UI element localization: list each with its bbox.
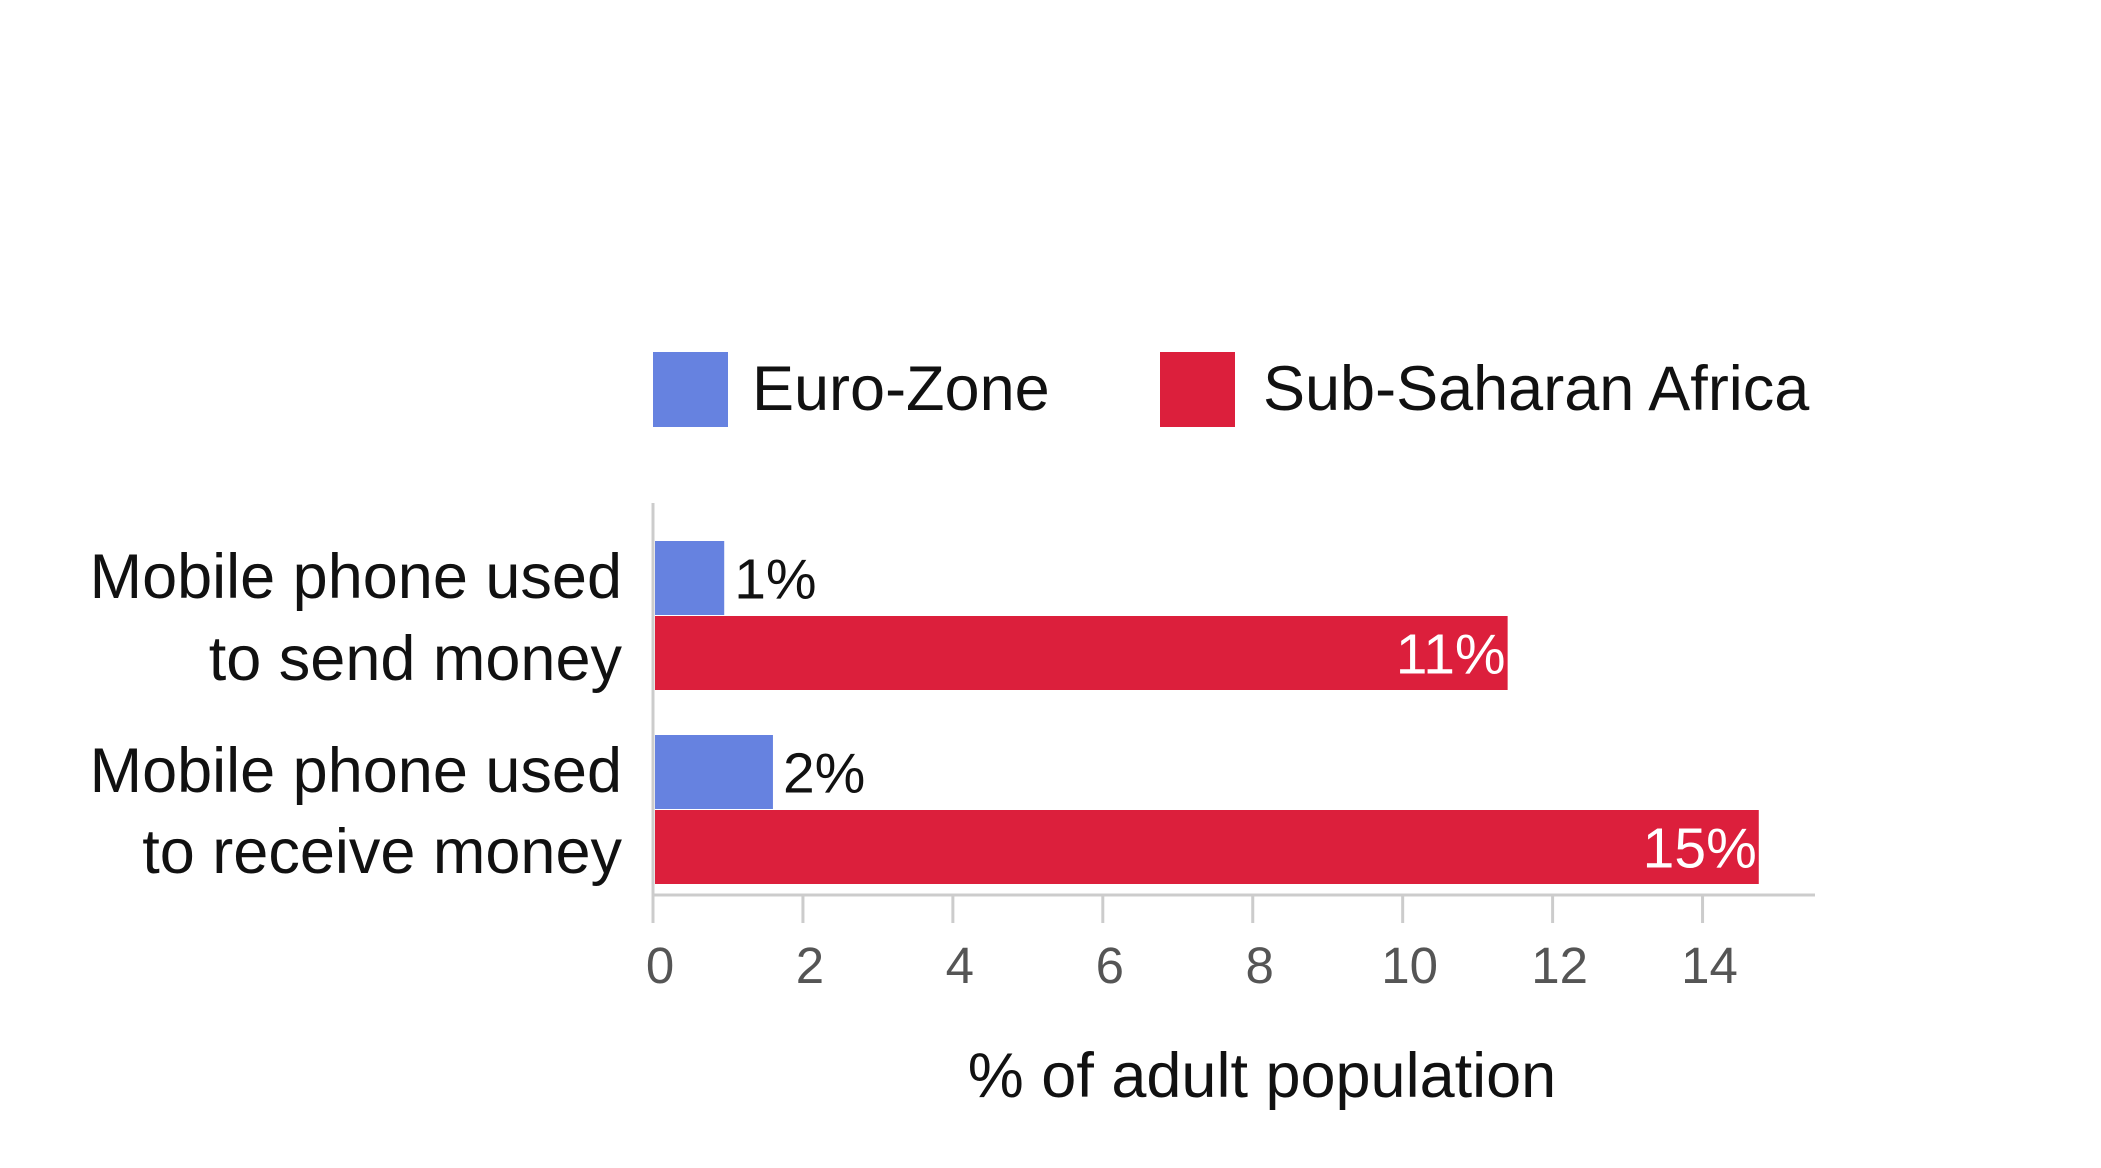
category-label-1-line-0: Mobile phone used — [90, 736, 622, 806]
x-tick-label-6: 12 — [1531, 937, 1588, 994]
x-tick-label-0: 0 — [646, 937, 674, 994]
x-tick-label-2: 4 — [946, 937, 974, 994]
legend-label-1: Sub-Saharan Africa — [1263, 354, 1810, 424]
category-label-0-line-1: to send money — [209, 624, 623, 694]
bar-s1-c1 — [655, 810, 1759, 884]
x-tick-label-5: 10 — [1381, 937, 1438, 994]
data-label-s0-c0: 1% — [734, 548, 816, 612]
data-label-s1-c0: 11% — [1396, 623, 1506, 687]
legend-swatch-1 — [1160, 352, 1235, 427]
data-label-s1-c1: 15% — [1643, 817, 1757, 881]
legend-label-0: Euro-Zone — [752, 354, 1050, 424]
category-label-0-line-0: Mobile phone used — [90, 542, 622, 612]
legend-swatch-0 — [653, 352, 728, 427]
x-tick-label-3: 6 — [1096, 937, 1124, 994]
x-axis-title: % of adult population — [968, 1041, 1556, 1111]
data-label-s0-c1: 2% — [783, 742, 865, 806]
category-labels: Mobile phone used to send money Mobile pho… — [90, 542, 623, 887]
bar-s0-c1 — [655, 735, 773, 809]
x-tick-label-7: 14 — [1681, 937, 1738, 994]
category-label-1-line-1: to receive money — [142, 817, 622, 887]
bars: 1% 11% 2% 15% — [655, 541, 1759, 884]
bar-s1-c0 — [655, 616, 1508, 690]
x-tick-label-1: 2 — [796, 937, 824, 994]
axes: 0 2 4 6 8 10 12 14 — [646, 503, 1815, 994]
legend: Euro-Zone Sub-Saharan Africa — [653, 352, 1810, 427]
bar-s0-c0 — [655, 541, 725, 615]
x-tick-label-4: 8 — [1246, 937, 1274, 994]
